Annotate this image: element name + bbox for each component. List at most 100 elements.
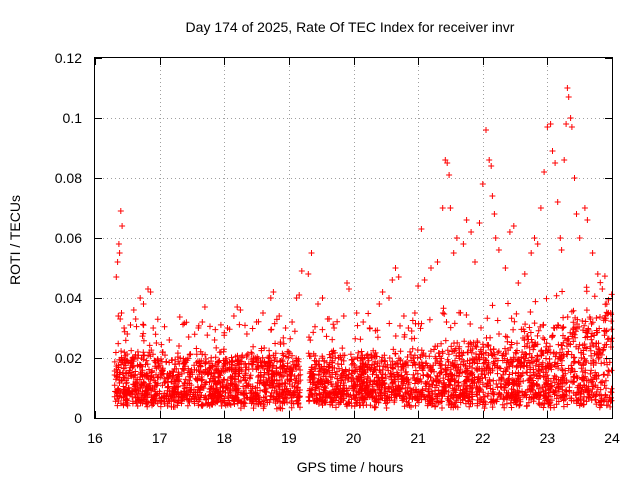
data-point [508, 359, 515, 366]
data-point [564, 85, 571, 91]
data-point [121, 325, 128, 331]
data-point [467, 339, 474, 346]
data-point [604, 310, 611, 317]
data-point [366, 365, 373, 372]
data-point [434, 372, 441, 379]
data-point [145, 385, 152, 392]
data-point [497, 383, 504, 390]
data-point [411, 310, 418, 316]
data-point [460, 386, 467, 393]
x-tick-labels: 16 17 18 19 20 21 22 23 24 [87, 430, 620, 446]
data-point [149, 384, 156, 391]
data-point [247, 375, 253, 382]
data-point [328, 381, 335, 388]
data-point [111, 382, 118, 389]
data-point [241, 403, 248, 410]
data-point [132, 371, 139, 378]
data-point [460, 361, 467, 368]
data-point [444, 356, 451, 363]
data-point [115, 241, 122, 247]
data-point [350, 387, 357, 394]
data-point [551, 379, 558, 386]
data-point [346, 400, 353, 407]
data-point [195, 398, 202, 405]
data-point [329, 369, 336, 376]
data-point [608, 291, 615, 298]
data-point [603, 301, 610, 307]
data-point [517, 364, 524, 371]
data-point [253, 366, 260, 373]
data-point [255, 355, 262, 362]
data-point [428, 265, 434, 271]
data-point [438, 340, 445, 347]
data-point [232, 387, 239, 394]
data-point [183, 319, 190, 326]
data-point [114, 402, 121, 409]
data-point [113, 274, 120, 280]
data-point [466, 383, 473, 390]
data-point [461, 338, 468, 345]
data-point [260, 310, 266, 316]
data-point [405, 325, 412, 331]
data-point [412, 320, 419, 327]
data-point [127, 364, 134, 371]
data-point [474, 360, 481, 367]
data-point [474, 397, 481, 403]
data-point [392, 265, 399, 271]
data-point [521, 359, 528, 365]
data-point [237, 307, 244, 313]
data-point [366, 325, 373, 331]
data-point [605, 367, 612, 374]
data-point [553, 350, 560, 357]
data-point [165, 375, 172, 382]
data-point [484, 315, 491, 322]
data-point [210, 370, 217, 377]
data-point [121, 374, 128, 381]
data-point [497, 365, 504, 372]
data-point [315, 383, 322, 390]
x-tick-label: 24 [604, 430, 620, 446]
data-point [571, 373, 578, 380]
data-point [129, 398, 136, 405]
data-point [334, 360, 341, 367]
data-point [212, 354, 219, 361]
data-point [503, 359, 510, 366]
data-point [220, 368, 227, 375]
data-point [509, 362, 516, 369]
data-point [534, 353, 541, 360]
data-point [191, 331, 198, 338]
data-point [563, 379, 570, 386]
data-point [115, 398, 122, 404]
data-point [206, 360, 213, 367]
data-point [593, 340, 600, 347]
data-point [324, 316, 331, 322]
data-point [374, 360, 381, 367]
data-point [265, 371, 272, 378]
data-point [282, 394, 289, 401]
data-point [283, 395, 290, 402]
data-point [347, 351, 354, 358]
data-point [564, 401, 571, 408]
data-point [229, 357, 236, 364]
data-point [275, 393, 282, 400]
data-point [369, 354, 376, 361]
data-point [194, 375, 201, 382]
data-point [495, 348, 502, 355]
data-point [601, 371, 608, 378]
data-point [293, 355, 300, 362]
data-point [276, 383, 283, 390]
data-point [408, 357, 415, 364]
data-point [243, 382, 250, 389]
data-point [523, 343, 530, 350]
data-point [265, 354, 272, 361]
data-point [112, 376, 119, 383]
data-point [442, 337, 449, 344]
data-point [256, 396, 263, 403]
data-point [533, 357, 540, 364]
data-point [127, 391, 134, 398]
data-point [563, 121, 570, 127]
x-tick-label: 16 [87, 430, 103, 446]
data-point [490, 386, 496, 393]
data-point [282, 325, 289, 331]
data-point [489, 365, 496, 372]
